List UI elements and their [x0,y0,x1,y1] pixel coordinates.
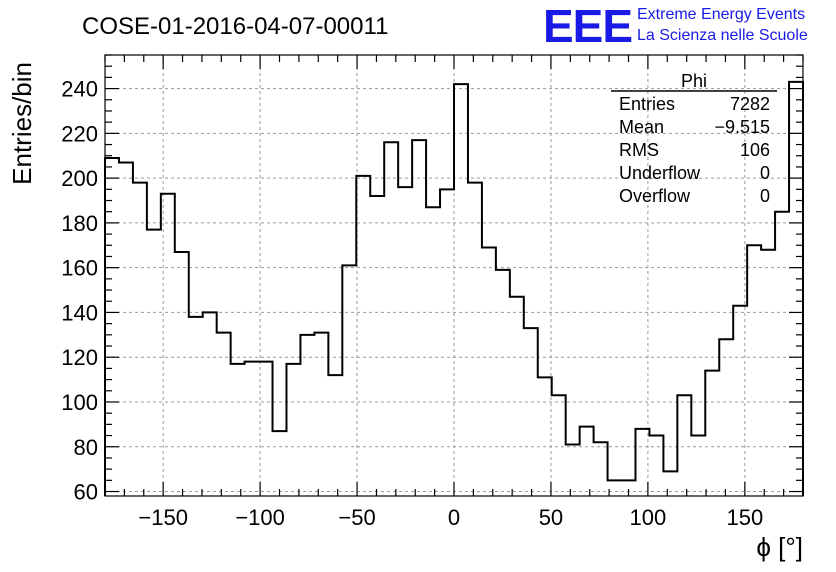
stats-value: 0 [760,163,770,183]
y-tick-label: 80 [74,435,98,460]
stats-value: 0 [760,186,770,206]
x-tick-label: 100 [630,505,667,530]
brand-line-1: Extreme Energy Events [637,6,805,23]
histogram-bin [412,140,426,496]
histogram-bin [482,248,496,496]
histogram-bars [104,80,804,496]
y-tick-label: 160 [61,256,98,281]
histogram-bin [761,250,775,496]
y-tick-label: 60 [74,480,98,505]
histogram-bin [175,252,189,496]
histogram-bin [552,395,566,496]
histogram-bin [105,158,119,496]
y-tick-label: 120 [61,345,98,370]
histogram-outline [104,80,804,496]
histogram-bin [454,84,468,496]
histogram-bin [733,306,747,496]
histogram-bin [259,362,273,496]
x-tick-label: −150 [138,505,188,530]
histogram-bin [286,364,300,496]
eee-branding: EEE Extreme Energy Events La Scienza nel… [543,0,808,52]
histogram-bin [328,375,342,496]
histogram-bin [580,427,594,496]
histogram-bin [440,189,454,496]
stats-label: Mean [619,117,664,137]
histogram-bin [649,436,663,496]
histogram-bin [594,442,608,496]
histogram-bin [161,194,175,496]
y-tick-label: 100 [61,390,98,415]
histogram-bin [203,312,217,496]
histogram-bin [719,339,733,496]
x-tick-label: 150 [726,505,763,530]
brand-line-2: La Scienza nelle Scuole [637,27,808,44]
x-ticks: −150 −100 −50 0 50 100 150 [104,55,804,530]
histogram-bin [705,371,719,496]
histogram-bin [747,245,761,496]
stats-title: Phi [681,71,707,91]
y-tick-label: 200 [61,166,98,191]
y-tick-label: 180 [61,211,98,236]
y-tick-label: 240 [61,77,98,102]
histogram-bin [426,207,440,496]
histogram-bin [468,183,482,496]
x-tick-label: 50 [539,505,563,530]
histogram-bin [217,333,231,496]
y-axis-label: Entries/bin [7,62,37,185]
y-ticks: 60 80 100 120 140 160 180 200 220 240 [61,54,803,505]
stats-label: Overflow [619,186,691,206]
histogram-bin [496,270,510,496]
histogram-bin [384,142,398,496]
histogram-bin [133,183,147,496]
histogram-bin [273,431,287,496]
histogram-bin [524,328,538,496]
histogram-bin [300,335,314,496]
histogram-bin [119,162,133,496]
x-tick-label: −50 [338,505,375,530]
histogram-bin [398,187,412,496]
stats-label: RMS [619,140,659,160]
histogram-bin [245,362,259,496]
histogram-bin [775,212,789,496]
x-tick-label: −100 [235,505,285,530]
stats-value: 106 [740,140,770,160]
eee-logo: EEE [543,0,632,52]
histogram-bin [342,265,356,496]
y-tick-label: 140 [61,300,98,325]
histogram-bin [356,176,370,496]
chart-title: COSE-01-2016-04-07-00011 [82,13,388,40]
x-tick-label: 0 [448,505,460,530]
histogram-bin [566,445,580,496]
x-axis-label: ϕ [°] [756,532,803,562]
stats-value: 7282 [730,94,770,114]
stats-label: Underflow [619,163,701,183]
histogram-bin [189,317,203,496]
histogram-bin [370,196,384,496]
histogram-bin [663,471,677,496]
histogram-bin [147,230,161,496]
y-tick-label: 220 [61,121,98,146]
histogram-bin [691,436,705,496]
histogram-bin [677,395,691,496]
histogram-bin [231,364,245,496]
stats-label: Entries [619,94,675,114]
stats-rows: Entries 7282 Mean −9.515 RMS 106 Underflow 0 Ove… [619,94,770,206]
histogram-bin [538,377,552,496]
stats-box: Phi Entries 7282 Mean −9.515 RMS 106 Underflow… [611,71,777,206]
histogram-bin [314,333,328,496]
histogram-bin [510,297,524,496]
stats-value: −9.515 [714,117,770,137]
